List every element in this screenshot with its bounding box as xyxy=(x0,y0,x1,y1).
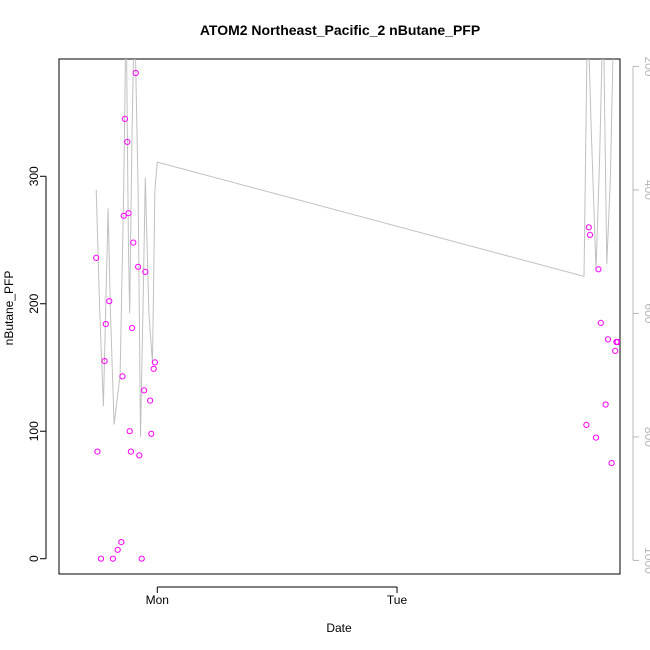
data-point xyxy=(138,555,145,562)
axes-layer: 0 100 200 300 Mon Tue 200 400 600 800 1000 xyxy=(27,56,650,607)
data-point xyxy=(102,321,109,328)
data-point xyxy=(130,239,137,246)
data-point xyxy=(612,347,619,354)
x-tick-label: Tue xyxy=(387,593,408,607)
data-point xyxy=(147,397,154,404)
data-point xyxy=(125,210,132,217)
data-point xyxy=(142,268,149,275)
data-point xyxy=(583,421,590,428)
data-point xyxy=(602,401,609,408)
right-tick-label: 600 xyxy=(642,303,650,323)
data-point xyxy=(127,448,134,455)
data-point xyxy=(614,338,620,346)
series-line xyxy=(95,59,614,437)
y-axis-label: nButane_PFP xyxy=(2,271,16,346)
data-point xyxy=(114,546,121,553)
data-point xyxy=(124,138,131,145)
data-point xyxy=(586,231,594,238)
y-tick-label: 0 xyxy=(27,555,41,562)
right-tick-label: 800 xyxy=(642,427,650,447)
data-point xyxy=(118,539,125,546)
data-point xyxy=(109,555,117,562)
chart-title: ATOM2 Northeast_Pacific_2 nButane_PFP xyxy=(200,22,480,38)
data-point xyxy=(101,358,108,365)
y-tick-label: 100 xyxy=(27,421,41,441)
data-point xyxy=(132,69,139,77)
data-point xyxy=(136,452,143,459)
data-point xyxy=(121,115,129,123)
data-point xyxy=(119,373,126,380)
data-point xyxy=(135,263,142,270)
data-point xyxy=(608,460,615,467)
line-layer xyxy=(95,59,614,437)
data-point xyxy=(151,359,158,366)
data-point xyxy=(106,298,113,305)
x-axis-label: Date xyxy=(326,621,352,635)
data-point xyxy=(585,224,592,231)
right-tick-label: 400 xyxy=(642,180,650,200)
data-point xyxy=(150,365,157,372)
data-point xyxy=(141,387,148,394)
data-point xyxy=(120,212,127,219)
x-tick-label: Mon xyxy=(146,593,169,607)
data-point xyxy=(604,336,612,343)
data-point xyxy=(126,428,133,435)
data-point xyxy=(595,266,602,273)
right-tick-label: 200 xyxy=(642,56,650,76)
data-point xyxy=(148,430,155,437)
plot-frame xyxy=(58,58,621,575)
data-point xyxy=(597,319,604,326)
point-layer xyxy=(93,69,620,562)
y-tick-label: 300 xyxy=(27,166,41,186)
data-point xyxy=(97,555,105,562)
data-point xyxy=(129,324,136,332)
right-tick-label: 1000 xyxy=(642,547,650,574)
data-point xyxy=(94,448,101,455)
y-tick-label: 200 xyxy=(27,293,41,313)
data-point xyxy=(592,434,600,441)
data-point xyxy=(93,254,100,261)
